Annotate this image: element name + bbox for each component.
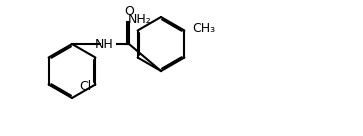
Text: CH₃: CH₃: [192, 22, 216, 35]
Text: NH₂: NH₂: [128, 13, 151, 26]
Text: Cl: Cl: [79, 80, 91, 93]
Text: NH: NH: [95, 38, 113, 50]
Text: O: O: [124, 5, 134, 18]
